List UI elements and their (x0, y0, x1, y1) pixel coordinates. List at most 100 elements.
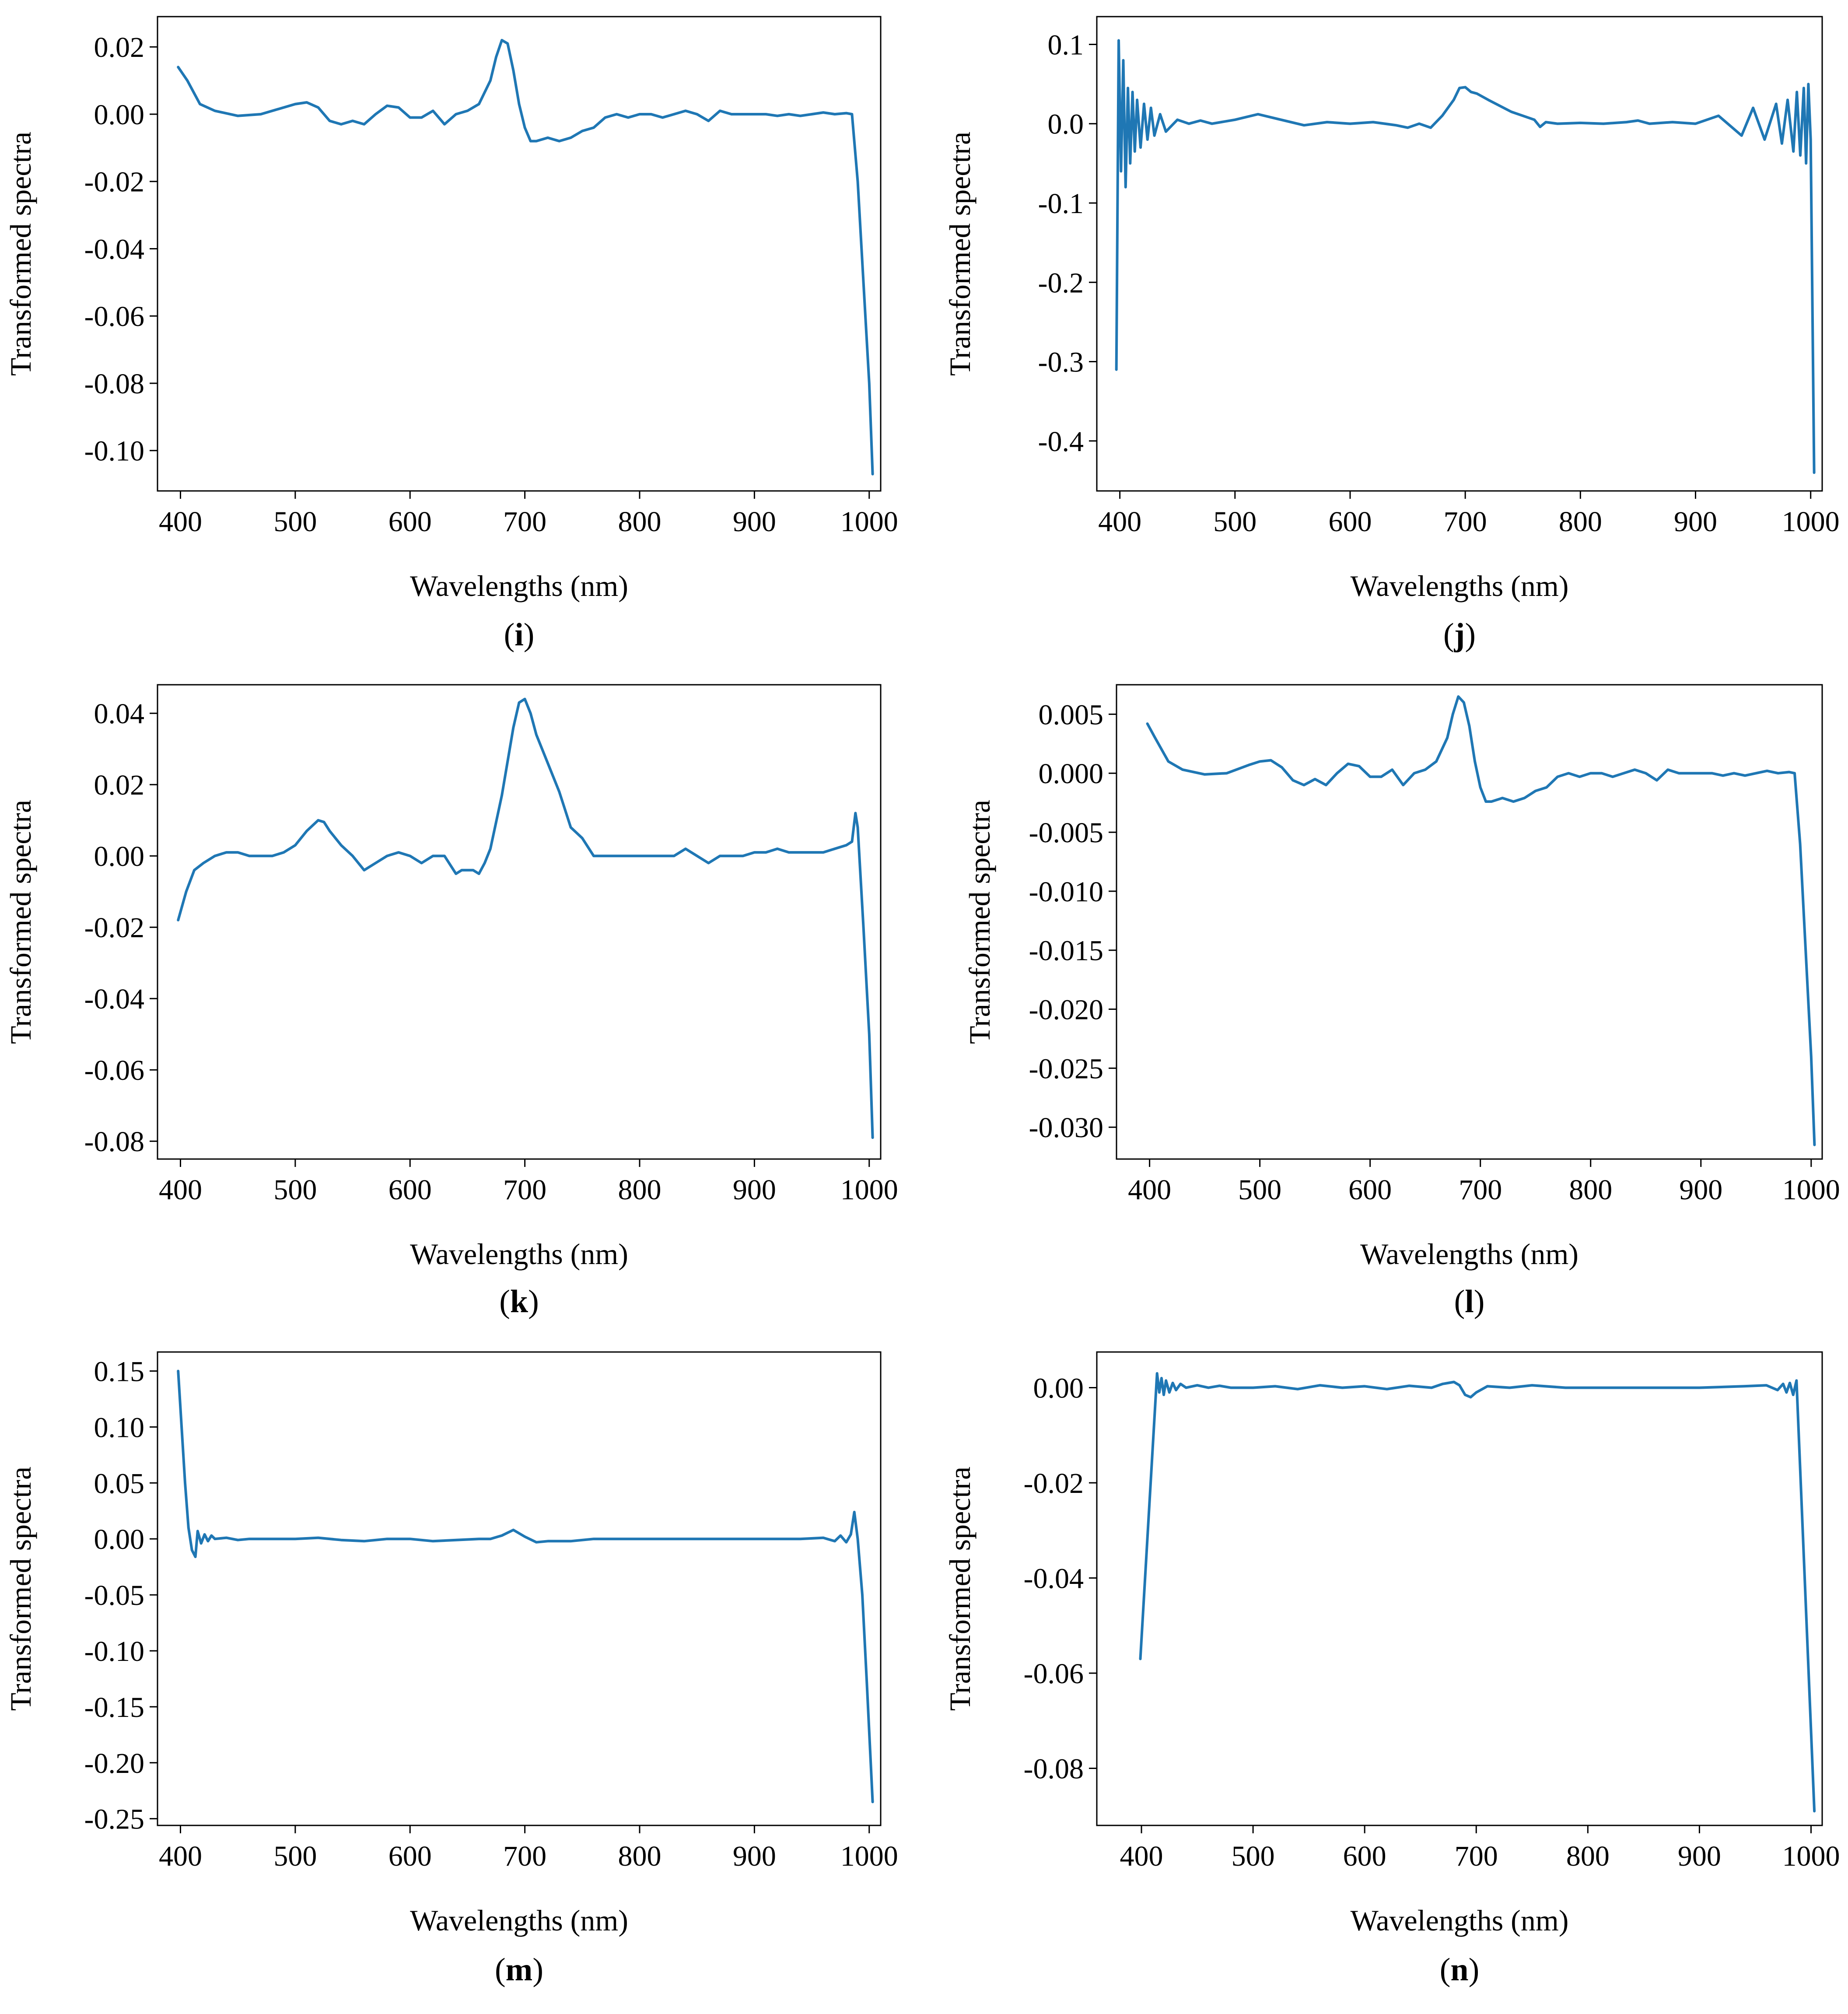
x-tick-label: 400 (1128, 1174, 1171, 1206)
y-tick-label: 0.00 (94, 1524, 145, 1555)
y-axis-title: Transformed spectra (963, 800, 996, 1044)
x-tick-label: 600 (388, 1174, 432, 1206)
series-line-spectrum (177, 39, 874, 476)
x-tick-label: 900 (733, 1174, 776, 1206)
x-tick-label: 1000 (1782, 1174, 1840, 1206)
y-tick-label: 0.10 (94, 1412, 145, 1443)
y-tick-label: 0.02 (94, 32, 145, 63)
y-tick-label: -0.08 (1024, 1753, 1084, 1785)
y-tick-label: -0.04 (1024, 1563, 1084, 1595)
panel-label: (l) (1454, 1284, 1485, 1320)
x-tick-label: 700 (1455, 1840, 1498, 1872)
x-tick-label: 400 (159, 1840, 202, 1872)
chart-panel-j: 400 500 600 700 800 900 1000 0.1 0.0 -0.1 -0.2 -0.3… (943, 16, 1840, 653)
chart-panel-k: 400 500 600 700 800 900 1000 0.04 0.02 0.00 -0.02 -… (4, 684, 898, 1320)
panel-label: (m) (495, 1952, 543, 1988)
y-tick-label: -0.04 (84, 233, 144, 265)
y-tick-label: -0.06 (84, 301, 144, 333)
y-axis-title: Transformed spectra (943, 132, 976, 376)
y-tick-label: 0.02 (94, 769, 145, 801)
x-tick-label: 900 (1679, 1174, 1722, 1206)
y-tick-label: -0.005 (1029, 817, 1103, 849)
x-tick-label: 900 (733, 506, 776, 538)
y-tick-label: -0.08 (84, 1126, 144, 1158)
x-tick-label: 400 (159, 506, 202, 538)
y-tick-label: 0.1 (1048, 29, 1084, 61)
series-line-spectrum (1146, 695, 1816, 1146)
x-tick-label: 700 (503, 506, 546, 538)
x-axis-title: Wavelengths (nm) (1351, 569, 1569, 602)
x-tick-label: 1000 (840, 1174, 898, 1206)
y-axis-title: Transformed spectra (943, 1467, 976, 1711)
x-tick-label: 900 (1674, 506, 1717, 538)
series-line-spectrum (177, 697, 874, 1139)
x-tick-label: 600 (388, 506, 432, 538)
y-axis-title: Transformed spectra (4, 1467, 37, 1711)
y-tick-label: -0.25 (84, 1804, 144, 1835)
series-line-spectrum (1115, 39, 1816, 474)
y-tick-label: 0.00 (1033, 1373, 1084, 1405)
y-tick-label: -0.06 (84, 1054, 144, 1086)
panel-label: (k) (499, 1284, 539, 1320)
y-tick-label: -0.02 (1024, 1468, 1084, 1499)
x-tick-label: 700 (503, 1174, 546, 1206)
y-tick-label: -0.15 (84, 1692, 144, 1723)
plot-frame (157, 1351, 882, 1826)
y-tick-label: 0.005 (1039, 699, 1104, 731)
y-tick-label: 0.04 (94, 698, 145, 730)
x-tick-label: 800 (1566, 1840, 1610, 1872)
y-tick-label: -0.025 (1029, 1053, 1103, 1085)
y-tick-label: -0.10 (84, 1636, 144, 1667)
y-axis-title: Transformed spectra (4, 800, 37, 1044)
panel-label: (j) (1443, 617, 1476, 653)
y-tick-label: -0.04 (84, 983, 144, 1015)
x-tick-label: 600 (1328, 506, 1372, 538)
y-tick-label: -0.06 (1024, 1658, 1084, 1690)
y-tick-label: -0.015 (1029, 935, 1103, 967)
x-tick-label: 500 (273, 1840, 317, 1872)
y-tick-label: 0.05 (94, 1468, 145, 1499)
y-tick-label: 0.15 (94, 1356, 145, 1387)
x-tick-label: 700 (1444, 506, 1487, 538)
y-tick-label: 0.0 (1048, 109, 1084, 140)
chart-panel-m: 400 500 600 700 800 900 1000 0.15 0.10 0.05 0.00 -0… (4, 1351, 898, 1988)
x-tick-label: 500 (273, 1174, 317, 1206)
x-axis-title: Wavelengths (nm) (410, 1904, 628, 1937)
series-line-spectrum (1139, 1372, 1816, 1813)
y-tick-label: -0.020 (1029, 994, 1103, 1026)
panel-label: (i) (504, 617, 535, 653)
x-tick-label: 500 (1213, 506, 1256, 538)
x-tick-label: 500 (273, 506, 317, 538)
y-tick-label: -0.010 (1029, 876, 1103, 908)
y-tick-label: 0.00 (94, 99, 145, 131)
x-tick-label: 700 (1459, 1174, 1502, 1206)
panel-label: (n) (1440, 1952, 1479, 1988)
x-tick-label: 800 (618, 506, 662, 538)
x-tick-label: 700 (503, 1840, 546, 1872)
x-tick-label: 500 (1238, 1174, 1281, 1206)
plot-frame (1096, 16, 1823, 492)
x-tick-label: 600 (388, 1840, 432, 1872)
x-tick-label: 1000 (840, 1840, 898, 1872)
chart-panel-l: 400 500 600 700 800 900 1000 0.005 0.000 -0.005 -0… (963, 684, 1840, 1320)
x-axis-title: Wavelengths (nm) (1360, 1237, 1578, 1271)
x-tick-label: 600 (1343, 1840, 1386, 1872)
x-tick-label: 1000 (1782, 1840, 1840, 1872)
x-tick-label: 500 (1232, 1840, 1275, 1872)
y-tick-label: -0.10 (84, 435, 144, 467)
x-axis-title: Wavelengths (nm) (410, 1237, 628, 1271)
x-tick-label: 400 (159, 1174, 202, 1206)
y-tick-label: -0.4 (1038, 426, 1084, 458)
chart-panel-n: 400 500 600 700 800 900 1000 0.00 -0.02 -0.04 -0.0… (943, 1351, 1840, 1988)
y-tick-label: 0.00 (94, 841, 145, 872)
x-tick-label: 900 (733, 1840, 776, 1872)
x-axis-title: Wavelengths (nm) (1351, 1904, 1569, 1937)
series-line-spectrum (177, 1370, 874, 1804)
x-tick-label: 1000 (1782, 506, 1840, 538)
y-axis-title: Transformed spectra (4, 132, 37, 376)
x-tick-label: 600 (1348, 1174, 1392, 1206)
x-tick-label: 1000 (840, 506, 898, 538)
plot-frame (1096, 1351, 1823, 1826)
x-axis-title: Wavelengths (nm) (410, 569, 628, 602)
plot-frame (1116, 684, 1823, 1160)
